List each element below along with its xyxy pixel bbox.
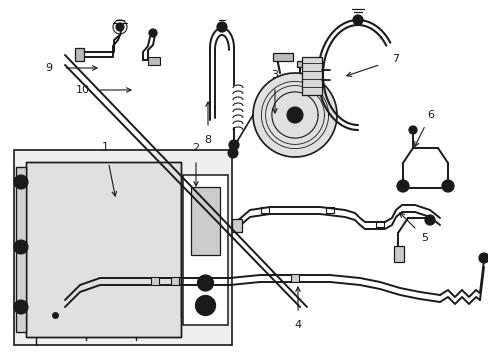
Circle shape [441,180,453,192]
Bar [151,277,159,285]
Circle shape [197,275,213,291]
Circle shape [14,240,28,254]
Circle shape [195,296,215,315]
Bar [191,187,220,255]
Circle shape [228,140,239,150]
Bar [231,219,242,232]
Circle shape [286,107,303,123]
Bar [302,57,321,95]
Bar [26,162,181,337]
Text: 1: 1 [102,143,109,153]
Bar [16,167,26,332]
Circle shape [17,243,25,251]
Circle shape [217,22,226,32]
Bar [393,246,403,262]
Bar [183,175,227,325]
Circle shape [17,303,25,311]
Circle shape [424,215,434,225]
Text: 2: 2 [192,143,199,153]
Circle shape [14,300,28,314]
Text: 9: 9 [45,63,52,73]
Circle shape [290,111,298,119]
Polygon shape [252,73,336,157]
Text: 3: 3 [271,70,278,80]
Text: 10: 10 [75,85,89,95]
Circle shape [352,15,362,25]
Bar [26,162,181,337]
Circle shape [116,23,124,31]
Circle shape [227,148,238,158]
Bar [290,274,298,282]
Circle shape [200,301,210,310]
Bar [272,53,292,61]
Circle shape [478,253,488,263]
Text: 6: 6 [426,110,433,120]
Text: 7: 7 [391,54,398,64]
Circle shape [201,279,209,287]
Text: 8: 8 [204,135,211,145]
Bar [171,277,179,285]
Circle shape [149,29,157,37]
Circle shape [408,126,416,134]
Circle shape [17,178,25,186]
Circle shape [396,180,408,192]
Bar [148,57,160,65]
Bar [296,61,306,67]
Bar [181,182,191,317]
Text: 5: 5 [421,233,427,243]
Circle shape [14,175,28,189]
Bar [14,150,231,345]
Text: 4: 4 [294,320,301,330]
Bar [75,48,84,61]
